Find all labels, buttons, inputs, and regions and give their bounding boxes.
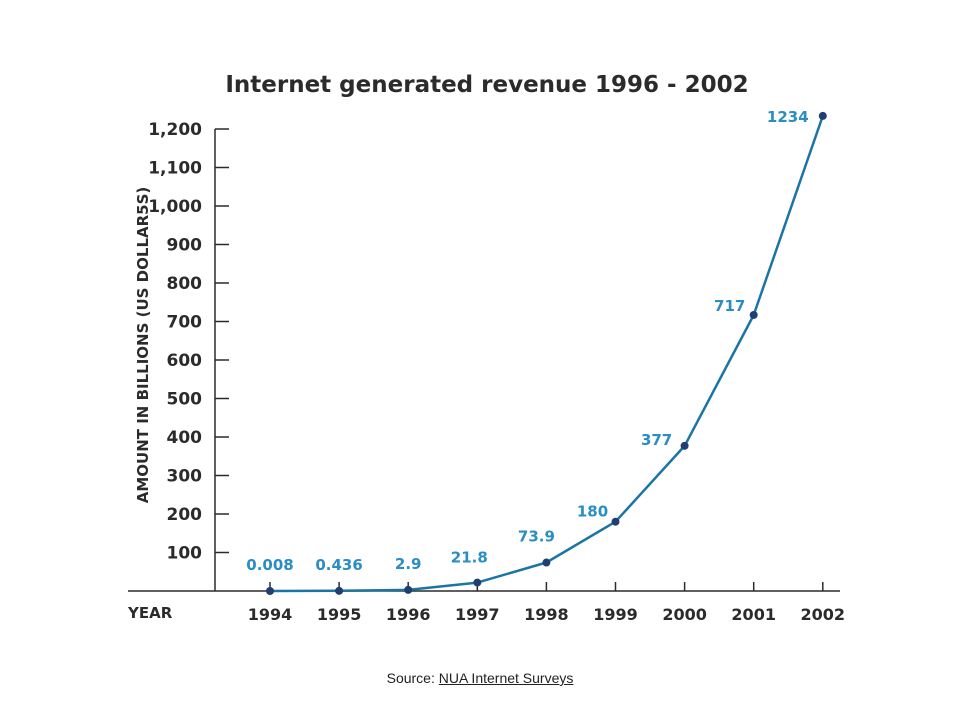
x-tick-label: 1996 xyxy=(386,605,431,624)
data-label: 73.9 xyxy=(518,528,555,546)
data-point xyxy=(818,111,827,120)
data-label: 180 xyxy=(577,503,608,521)
x-axis-ticks: 1994 1995 1996 1997 1998 1999 2000 2001 2002 xyxy=(248,582,845,624)
data-point xyxy=(473,578,482,587)
y-tick-label: 700 xyxy=(167,313,203,333)
x-tick-label: 1994 xyxy=(248,605,293,624)
data-point xyxy=(404,585,413,594)
data-point xyxy=(542,558,551,567)
data-label: 377 xyxy=(641,431,672,449)
data-point xyxy=(335,586,344,595)
data-label: 0.008 xyxy=(246,556,293,574)
data-label: 0.436 xyxy=(315,556,362,574)
x-tick-label: 1998 xyxy=(524,605,569,624)
data-point xyxy=(749,310,758,319)
y-tick-label: 100 xyxy=(167,544,203,564)
y-tick-label: 300 xyxy=(167,467,203,487)
source-prefix: Source: xyxy=(386,670,439,686)
data-point xyxy=(680,441,689,450)
data-point xyxy=(611,517,620,526)
data-labels: 0.008 0.436 2.9 21.8 73.9 180 377 717 1234 xyxy=(246,108,808,574)
source-note: Source: NUA Internet Surveys xyxy=(0,670,960,686)
y-tick-label: 500 xyxy=(167,390,203,410)
data-label: 21.8 xyxy=(451,549,488,567)
y-tick-label: 1,000 xyxy=(148,197,202,217)
x-tick-label: 2001 xyxy=(731,605,776,624)
series-internet-revenue xyxy=(269,115,824,593)
series-line xyxy=(269,115,824,593)
x-tick-label: 1999 xyxy=(593,605,638,624)
x-tick-label: 1997 xyxy=(455,605,500,624)
y-axis-ticks: 100 200 300 400 500 600 700 800 900 1,000 1,100 1,2… xyxy=(148,120,229,564)
x-tick-label: 2002 xyxy=(801,605,846,624)
data-label: 1234 xyxy=(767,108,809,126)
chart-title: Internet generated revenue 1996 - 2002 xyxy=(225,72,748,98)
y-axis-title: AMOUNT IN BILLIONS (US DOLLAR5S) xyxy=(134,187,152,504)
y-tick-label: 600 xyxy=(167,351,203,371)
data-point xyxy=(266,586,274,595)
data-points xyxy=(266,111,827,595)
y-tick-label: 1,200 xyxy=(148,120,202,140)
y-tick-label: 200 xyxy=(167,505,203,525)
x-tick-label: 1995 xyxy=(317,605,362,624)
y-tick-label: 800 xyxy=(167,274,203,294)
x-axis-title: YEAR xyxy=(127,604,173,622)
data-label: 717 xyxy=(714,297,745,315)
y-tick-label: 1,100 xyxy=(148,159,202,179)
x-tick-label: 2000 xyxy=(662,605,707,624)
data-label: 2.9 xyxy=(395,555,422,573)
y-tick-label: 900 xyxy=(167,236,203,256)
y-tick-label: 400 xyxy=(167,428,203,448)
chart-axes xyxy=(128,129,840,592)
source-link[interactable]: NUA Internet Surveys xyxy=(438,670,574,686)
